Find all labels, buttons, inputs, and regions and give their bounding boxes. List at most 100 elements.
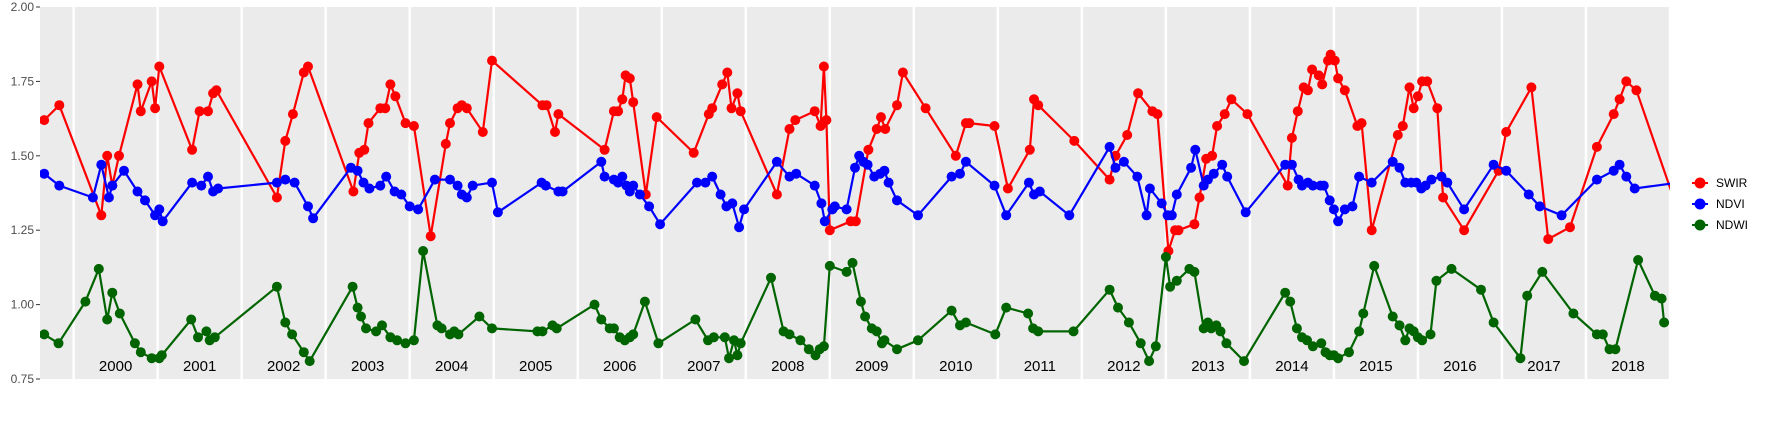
data-point-ndwi xyxy=(129,338,140,349)
data-point-ndwi xyxy=(53,338,64,349)
data-point-swir xyxy=(553,109,564,120)
data-point-ndvi xyxy=(1387,156,1398,167)
year-label: 2001 xyxy=(183,358,216,375)
data-point-swir xyxy=(380,103,391,114)
data-point-ndwi xyxy=(186,314,197,325)
data-point-swir xyxy=(1412,91,1423,102)
data-point-swir xyxy=(348,186,359,197)
data-point-ndwi xyxy=(453,329,464,340)
data-point-swir xyxy=(1392,130,1403,140)
data-point-ndwi xyxy=(824,260,835,271)
data-point-swir xyxy=(187,144,198,155)
data-point-swir xyxy=(1152,109,1163,120)
data-point-ndwi xyxy=(724,353,734,364)
data-point-ndvi xyxy=(1339,204,1350,215)
data-point-ndwi xyxy=(107,287,118,298)
data-point-ndvi xyxy=(791,168,802,179)
data-point-ndvi xyxy=(1208,168,1219,179)
data-point-ndwi xyxy=(1358,308,1369,319)
data-point-ndwi xyxy=(860,311,871,322)
data-point-swir xyxy=(154,61,165,72)
data-point-swir xyxy=(1526,82,1537,93)
data-point-swir xyxy=(487,55,497,66)
data-point-ndvi xyxy=(289,177,300,188)
year-label: 2014 xyxy=(1275,358,1308,375)
data-point-swir xyxy=(784,124,795,134)
data-point-ndwi xyxy=(1189,266,1200,277)
data-point-ndvi xyxy=(1222,171,1233,182)
data-point-swir xyxy=(599,144,610,155)
data-point-ndwi xyxy=(946,305,957,316)
data-point-swir xyxy=(287,109,298,120)
data-point-ndvi xyxy=(1523,189,1534,200)
data-point-ndvi xyxy=(883,177,894,188)
data-point-ndwi xyxy=(1001,302,1012,313)
data-point-swir xyxy=(1329,55,1340,66)
data-point-ndvi xyxy=(107,180,118,191)
legend-key-point xyxy=(1694,219,1706,231)
data-point-ndvi xyxy=(87,192,98,203)
data-point-ndvi xyxy=(715,189,726,200)
data-point-ndvi xyxy=(819,216,830,227)
year-label: 2017 xyxy=(1527,358,1560,375)
data-point-swir xyxy=(54,100,65,111)
legend-key-point xyxy=(1694,177,1706,189)
data-point-ndwi xyxy=(356,311,366,322)
data-point-ndvi xyxy=(1354,171,1365,182)
data-point-ndwi xyxy=(1369,260,1380,271)
data-point-ndvi xyxy=(1673,178,1683,188)
data-point-ndvi xyxy=(203,171,213,182)
data-point-ndvi xyxy=(1156,198,1167,209)
data-point-ndwi xyxy=(80,296,91,307)
data-point-ndvi xyxy=(467,180,478,191)
data-point-ndvi xyxy=(1186,162,1197,173)
data-point-ndvi xyxy=(1001,210,1012,221)
data-point-ndwi xyxy=(1431,275,1442,286)
data-point-ndvi xyxy=(132,186,143,197)
data-point-ndvi xyxy=(617,171,628,182)
data-point-ndvi xyxy=(1118,156,1129,167)
data-point-ndwi xyxy=(40,329,50,340)
data-point-ndwi xyxy=(408,335,419,346)
data-point-ndwi xyxy=(400,338,411,349)
data-point-ndwi xyxy=(1394,320,1405,331)
data-point-ndvi xyxy=(364,183,375,194)
data-point-ndwi xyxy=(589,299,600,310)
year-label: 2000 xyxy=(99,358,132,375)
year-label: 2011 xyxy=(1024,358,1056,375)
legend-label: NDVI xyxy=(1716,197,1745,211)
data-point-ndvi xyxy=(540,180,551,191)
data-point-ndvi xyxy=(140,195,150,206)
data-point-ndwi xyxy=(1488,317,1499,328)
data-point-swir xyxy=(425,231,436,242)
data-point-swir xyxy=(1459,225,1470,236)
data-point-ndvi xyxy=(960,156,971,167)
data-point-swir xyxy=(146,76,157,87)
data-point-ndvi xyxy=(308,213,319,224)
data-point-swir xyxy=(964,118,975,129)
data-point-swir xyxy=(461,103,472,114)
data-point-ndwi xyxy=(795,335,806,346)
data-point-ndvi xyxy=(628,180,639,191)
data-point-ndvi xyxy=(1104,141,1115,152)
data-point-ndvi xyxy=(1171,189,1182,200)
data-point-swir xyxy=(400,118,411,129)
data-point-swir xyxy=(359,144,370,155)
data-point-swir xyxy=(390,91,401,102)
data-point-ndvi xyxy=(1442,177,1453,188)
y-tick-label: 0.75 xyxy=(11,372,35,386)
data-point-ndvi xyxy=(816,198,827,209)
data-point-swir xyxy=(102,150,113,161)
data-point-ndvi xyxy=(892,195,902,206)
data-point-ndwi xyxy=(1476,284,1486,295)
grid-lines xyxy=(72,7,1672,379)
data-point-ndwi xyxy=(1387,311,1398,322)
data-point-ndwi xyxy=(436,323,447,334)
data-point-ndvi xyxy=(1141,210,1152,221)
data-point-ndwi xyxy=(361,323,371,334)
data-point-ndwi xyxy=(990,329,1001,340)
data-point-swir xyxy=(303,61,313,72)
data-point-ndvi xyxy=(771,156,782,167)
data-point-swir xyxy=(876,112,886,123)
data-point-swir xyxy=(818,61,829,72)
